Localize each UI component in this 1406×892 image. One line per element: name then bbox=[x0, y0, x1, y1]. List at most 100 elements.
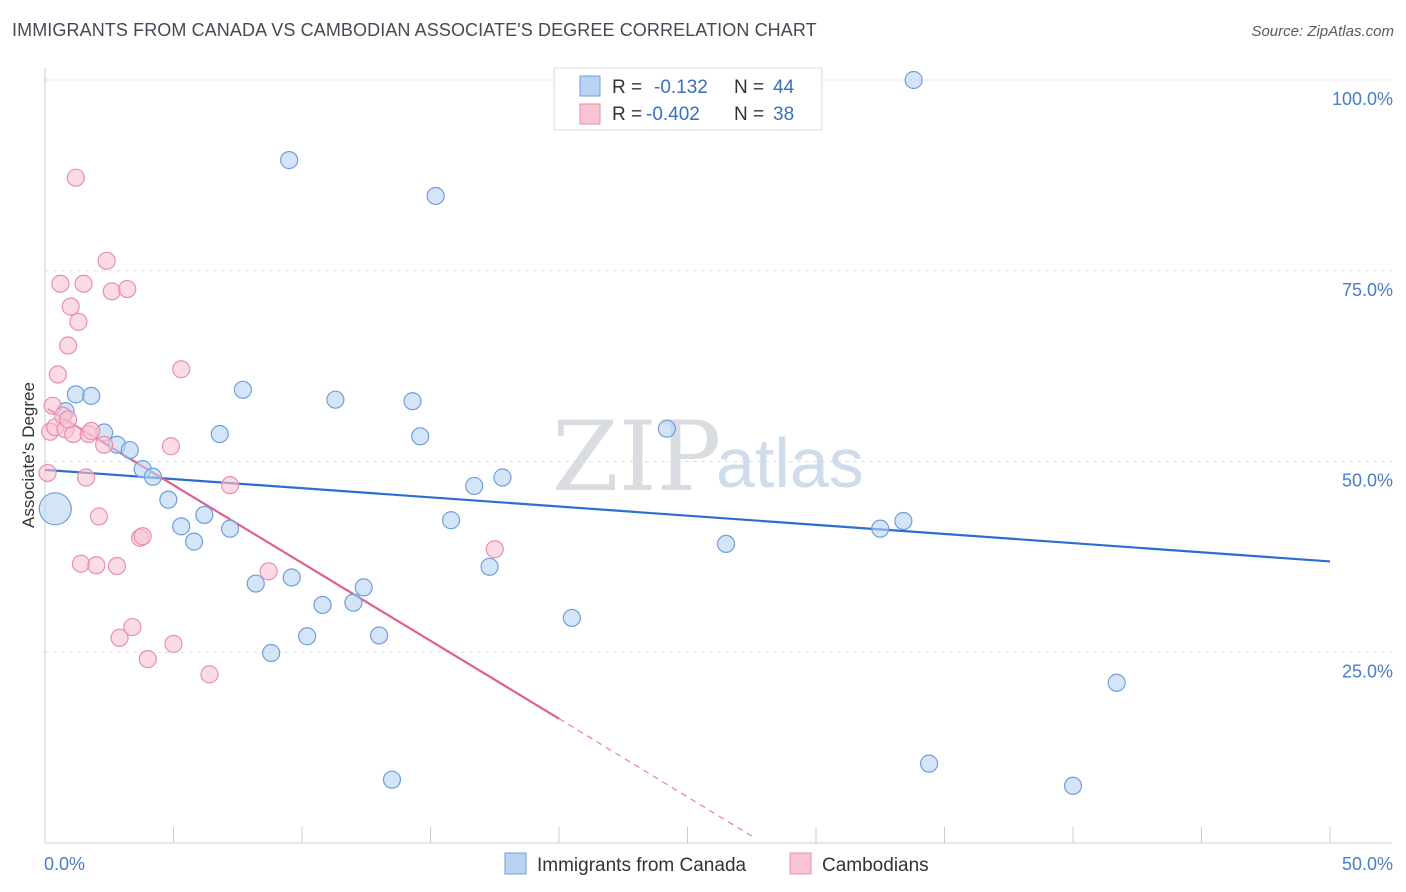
legend-r-value: -0.402 bbox=[646, 104, 700, 125]
tick-labels: 100.0% 75.0% 50.0% 25.0% 0.0% 50.0% bbox=[44, 89, 1393, 874]
data-point-blue bbox=[298, 627, 317, 646]
data-point-pink bbox=[138, 650, 157, 669]
source-label: Source: ZipAtlas.com bbox=[1251, 23, 1394, 40]
data-point-blue bbox=[246, 574, 265, 593]
y-axis-title: Associate's Degree bbox=[19, 382, 38, 528]
data-point-blue bbox=[465, 476, 484, 496]
data-point-blue bbox=[657, 419, 677, 438]
data-point-blue bbox=[894, 511, 913, 531]
data-point-blue bbox=[426, 186, 445, 206]
bottom-legend: Immigrants from Canada Cambodians bbox=[504, 852, 929, 876]
data-point-blue bbox=[370, 626, 389, 645]
watermark-atlas: atlas bbox=[716, 424, 864, 502]
y-tick-label: 50.0% bbox=[1342, 471, 1393, 491]
data-point-blue bbox=[143, 467, 163, 486]
data-point-blue bbox=[403, 392, 422, 411]
watermark-zip: ZIP bbox=[552, 401, 721, 513]
data-point-blue bbox=[82, 386, 101, 405]
data-point-pink bbox=[123, 617, 142, 637]
gridlines bbox=[45, 79, 1392, 653]
data-point-blue bbox=[313, 595, 332, 615]
trend-line-pink bbox=[47, 407, 560, 720]
data-point-pink bbox=[77, 468, 96, 487]
x-tick-label: 0.0% bbox=[44, 854, 85, 874]
legend-swatch-pink bbox=[579, 103, 601, 125]
data-point-blue bbox=[220, 519, 240, 538]
legend-r-value: -0.132 bbox=[654, 77, 708, 98]
y-tick-label: 75.0% bbox=[1342, 280, 1393, 300]
scatter-points bbox=[38, 70, 1126, 795]
data-point-pink bbox=[172, 360, 191, 379]
legend-n-label: N = bbox=[734, 77, 764, 98]
legend: R = -0.132 N = 44 R = -0.402 N = 38 bbox=[553, 67, 823, 131]
trend-lines bbox=[44, 407, 1331, 837]
data-point-pink bbox=[66, 168, 85, 187]
legend-row-pink: R = -0.402 N = 38 bbox=[579, 103, 794, 125]
data-point-pink bbox=[161, 437, 181, 456]
data-point-pink bbox=[59, 410, 78, 429]
y-tick-label: 25.0% bbox=[1342, 661, 1393, 681]
data-point-blue bbox=[904, 70, 923, 90]
data-point-blue bbox=[233, 380, 252, 399]
data-point-blue bbox=[1107, 673, 1126, 692]
axes bbox=[44, 68, 1392, 844]
bottom-legend-swatch-pink bbox=[789, 852, 812, 875]
data-point-blue bbox=[195, 505, 214, 525]
data-point-pink bbox=[71, 554, 91, 573]
data-point-pink bbox=[118, 279, 137, 299]
data-point-pink bbox=[107, 556, 127, 576]
data-point-pink bbox=[74, 274, 93, 293]
bottom-legend-swatch-blue bbox=[504, 852, 527, 875]
data-point-pink bbox=[97, 251, 116, 270]
data-point-blue bbox=[382, 770, 402, 789]
data-point-pink bbox=[89, 507, 109, 526]
data-point-blue bbox=[354, 578, 373, 597]
data-point-blue bbox=[280, 151, 299, 170]
data-point-pink bbox=[102, 282, 121, 301]
data-point-blue bbox=[871, 519, 890, 538]
data-point-blue bbox=[172, 517, 191, 536]
data-point-blue bbox=[411, 427, 430, 446]
data-point-blue bbox=[480, 557, 499, 576]
data-point-blue bbox=[262, 643, 281, 663]
data-point-pink bbox=[82, 421, 101, 441]
data-point-blue bbox=[120, 440, 139, 460]
legend-row-blue: R = -0.132 N = 44 bbox=[579, 75, 795, 98]
legend-swatch-blue bbox=[579, 75, 601, 97]
data-point-blue bbox=[919, 754, 939, 773]
data-point-pink bbox=[61, 297, 80, 316]
data-point-pink bbox=[164, 634, 183, 653]
data-point-pink bbox=[51, 274, 70, 293]
data-point-pink bbox=[95, 435, 114, 454]
data-point-blue bbox=[66, 385, 85, 404]
bottom-legend-label-cambodians: Cambodians bbox=[822, 855, 929, 876]
data-point-blue bbox=[38, 492, 72, 526]
data-point-blue bbox=[716, 534, 736, 554]
data-point-blue bbox=[562, 608, 581, 628]
data-point-blue bbox=[184, 532, 204, 551]
data-point-pink bbox=[485, 540, 504, 559]
legend-n-value: 44 bbox=[773, 77, 795, 98]
legend-n-label: N = bbox=[734, 104, 764, 125]
data-point-blue bbox=[210, 424, 229, 444]
trend-line-extension-pink bbox=[558, 718, 753, 837]
data-point-pink bbox=[48, 365, 67, 384]
trend-line-blue bbox=[44, 468, 1331, 563]
data-point-pink bbox=[69, 312, 88, 331]
data-point-blue bbox=[282, 568, 301, 587]
data-point-pink bbox=[38, 463, 57, 483]
data-point-pink bbox=[220, 476, 240, 495]
data-point-blue bbox=[441, 511, 461, 530]
data-point-blue bbox=[1063, 776, 1083, 795]
data-point-pink bbox=[200, 665, 219, 684]
x-tick-label: 50.0% bbox=[1342, 854, 1393, 874]
bottom-legend-label-canada: Immigrants from Canada bbox=[537, 855, 747, 876]
chart-title: IMMIGRANTS FROM CANADA VS CAMBODIAN ASSO… bbox=[12, 20, 817, 40]
legend-n-value: 38 bbox=[773, 104, 794, 125]
data-point-blue bbox=[344, 593, 363, 612]
watermark: ZIP atlas bbox=[552, 401, 864, 513]
data-point-pink bbox=[133, 527, 152, 546]
legend-r-label: R = bbox=[612, 104, 642, 125]
data-point-pink bbox=[110, 628, 129, 647]
